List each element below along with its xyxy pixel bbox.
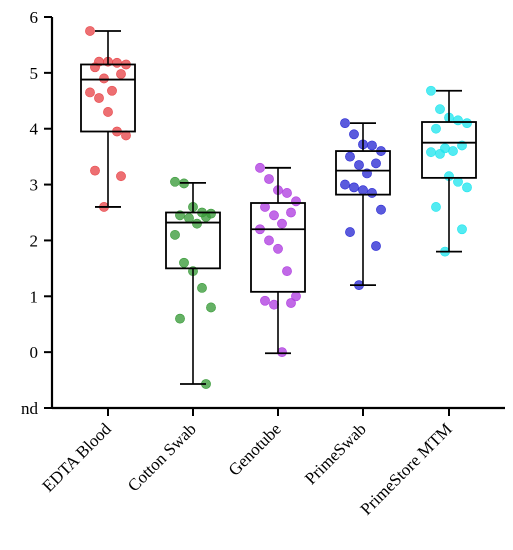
iqr-box [250,202,306,293]
y-tick-label: nd [21,399,39,418]
data-point [201,212,211,222]
y-tick-label: 2 [30,231,39,250]
data-point [99,73,109,84]
data-point [260,295,270,306]
data-point [94,93,104,103]
box-group [421,85,477,257]
data-point [170,176,180,187]
data-point [103,107,113,117]
x-category-label: EDTA Blood [39,419,116,496]
data-point [371,158,381,169]
data-point [291,196,301,207]
x-category-label: Genotube [225,419,285,479]
data-point [273,243,283,254]
data-point [345,151,355,162]
box-plot-groups [80,26,477,389]
box-group [250,162,306,358]
data-point [376,204,386,215]
data-point [431,202,441,212]
box-group [165,176,221,389]
x-category-label: PrimeSwab [301,419,370,488]
data-point [107,85,117,96]
x-category-label: PrimeStore MTM [357,419,456,518]
data-point [264,174,274,184]
iqr-box [335,150,391,196]
data-point [255,162,265,173]
data-point [90,165,100,176]
data-point [197,283,207,293]
y-tick-label: 6 [30,8,39,27]
data-point [282,266,292,277]
data-point [112,57,122,68]
data-point [116,69,126,79]
y-tick-label: 1 [30,287,39,306]
data-point [206,302,216,313]
data-point [277,218,287,229]
iqr-box [421,121,477,179]
data-point [462,118,472,129]
data-point [170,229,180,240]
data-point [435,148,445,159]
data-point [184,213,194,223]
x-category-label: Cotton Swab [124,419,200,495]
data-point [85,26,95,36]
data-point [431,123,441,134]
y-axis: nd 0 1 2 3 4 5 6 [21,8,54,418]
data-point [116,171,126,182]
data-point [269,210,279,221]
box-group [80,26,136,212]
data-point [354,160,364,170]
data-point [462,182,472,193]
data-point [457,224,467,235]
box-group [335,118,391,291]
data-point [175,313,185,324]
data-point [282,188,292,198]
iqr-box [165,211,221,270]
data-point [426,85,436,96]
data-point [85,87,95,98]
data-point [371,241,381,251]
data-point [349,182,359,193]
iqr-box [80,63,136,133]
x-axis: EDTA Blood Cotton Swab Genotube PrimeSwabPr… [39,406,505,519]
y-tick-label: 5 [30,64,39,83]
data-point [367,188,377,198]
data-point [426,147,436,158]
data-point [367,140,377,151]
y-tick-label: 0 [30,343,39,362]
data-point [340,179,350,190]
data-point [345,227,355,237]
data-point [435,104,445,115]
data-point [286,298,296,308]
data-point [340,118,350,129]
data-point [453,115,463,126]
data-point [358,185,368,196]
y-tick-label: 4 [30,120,39,139]
data-point [286,207,296,218]
data-point [448,146,458,156]
y-tick-label: 3 [30,176,39,195]
data-point [264,235,274,246]
data-point [349,129,359,140]
data-point [179,257,189,268]
data-point [192,218,202,229]
